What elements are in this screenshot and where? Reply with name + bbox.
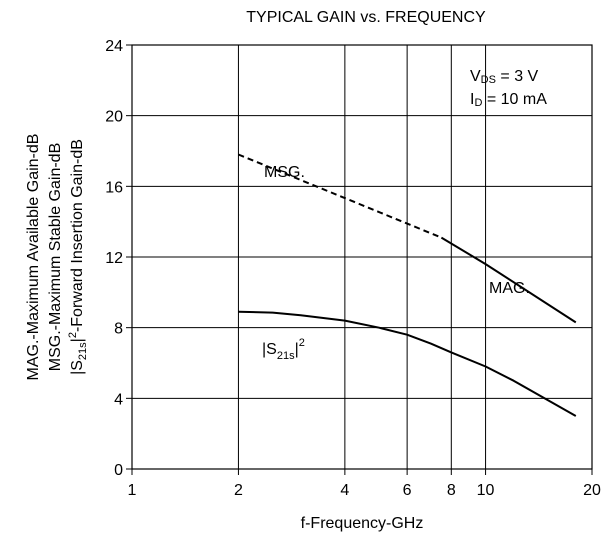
y-axis-label-line-3: |S21s|2-Forward Insertion Gain-dB (67, 139, 89, 375)
y-label-3-sup: 2 (67, 332, 79, 338)
x-tick-label: 4 (340, 482, 349, 499)
series-line (238, 310, 577, 417)
grid-lines (132, 45, 592, 469)
y-tick-label: 0 (114, 462, 123, 479)
series-line (238, 153, 442, 239)
x-tick-label: 10 (477, 482, 495, 499)
s21-curve-label: |S21s|2 (262, 337, 305, 362)
series-line (440, 236, 577, 324)
mag-curve-label: MAG. (489, 280, 530, 297)
data-series (238, 153, 577, 417)
y-axis-label-line-1: MAG.-Maximum Available Gain-dB (25, 134, 42, 381)
condition-id: ID = 10 mA (470, 91, 547, 109)
x-tick-label: 1 (128, 482, 137, 499)
y-tick-label: 4 (114, 391, 123, 408)
x-axis-label: f-Frequency-GHz (301, 515, 424, 532)
x-tick-label: 20 (583, 482, 601, 499)
chart-title: TYPICAL GAIN vs. FREQUENCY (246, 9, 486, 26)
y-tick-label: 24 (105, 38, 123, 55)
y-label-3-sub: 21s (77, 342, 89, 360)
y-tick-label: 16 (105, 179, 123, 196)
x-tick-label: 2 (234, 482, 243, 499)
y-label-3-mid: | (69, 338, 86, 342)
condition-vds: VDS = 3 V (470, 68, 539, 86)
y-label-3-post: -Forward Insertion Gain-dB (69, 139, 86, 332)
y-label-3-pre: |S (69, 360, 86, 375)
msg-curve-label: MSG. (264, 164, 305, 181)
y-tick-label: 12 (105, 250, 123, 267)
x-tick-label: 8 (447, 482, 456, 499)
y-tick-label: 8 (114, 321, 123, 338)
y-axis-label-line-2: MSG.-Maximum Stable Gain-dB (47, 143, 64, 372)
y-tick-label: 20 (105, 109, 123, 126)
x-tick-label: 6 (403, 482, 412, 499)
